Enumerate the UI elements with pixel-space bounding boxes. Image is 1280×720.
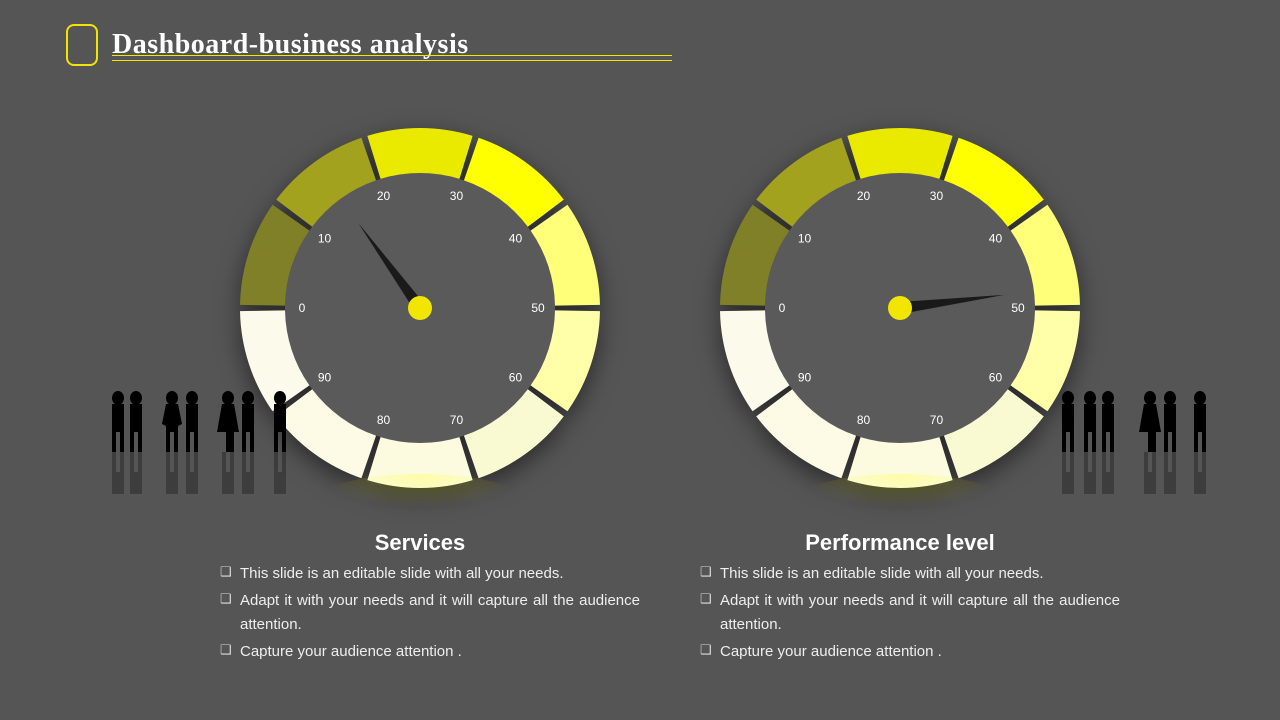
section-title-services: Services: [180, 530, 660, 556]
svg-text:90: 90: [798, 370, 812, 384]
section-title-performance: Performance level: [660, 530, 1140, 556]
list-item: ❑This slide is an editable slide with al…: [700, 562, 1120, 585]
svg-text:40: 40: [989, 232, 1003, 246]
people-silhouette-right: [1050, 384, 1220, 494]
bullet-icon: ❑: [220, 640, 240, 663]
bullet-text: Adapt it with your needs and it will cap…: [240, 589, 640, 636]
bullets-services: ❑This slide is an editable slide with al…: [220, 562, 640, 667]
svg-text:30: 30: [930, 189, 944, 203]
page-title: Dashboard-business analysis: [112, 29, 469, 61]
bullet-icon: ❑: [700, 562, 720, 585]
title-rule: [112, 55, 672, 56]
svg-text:40: 40: [509, 232, 523, 246]
gauge-performance: 0 10 20 30 40 50 60 70 80 90: [720, 128, 1080, 488]
bullet-text: This slide is an editable slide with all…: [720, 562, 1120, 585]
gauge-svg: 0 10 20 30 40 50 60 70 80 90: [720, 128, 1080, 488]
gauge-services: 0 10 20 30 40 50 60 70 80 90: [240, 128, 600, 488]
list-item: ❑Adapt it with your needs and it will ca…: [700, 589, 1120, 636]
svg-text:70: 70: [450, 413, 464, 427]
header-icon: [66, 24, 98, 66]
svg-text:60: 60: [989, 370, 1003, 384]
svg-text:0: 0: [299, 301, 306, 315]
list-item: ❑Capture your audience attention .: [700, 640, 1120, 663]
svg-text:30: 30: [450, 189, 464, 203]
svg-text:10: 10: [798, 232, 812, 246]
header: Dashboard-business analysis: [66, 20, 469, 70]
people-silhouette-left: [100, 384, 300, 494]
svg-text:20: 20: [857, 189, 871, 203]
svg-text:0: 0: [779, 301, 786, 315]
svg-text:20: 20: [377, 189, 391, 203]
bullet-text: Capture your audience attention .: [720, 640, 1120, 663]
bullet-icon: ❑: [220, 562, 240, 585]
bullet-icon: ❑: [220, 589, 240, 636]
bullet-text: Capture your audience attention .: [240, 640, 640, 663]
svg-text:80: 80: [377, 413, 391, 427]
bullet-text: Adapt it with your needs and it will cap…: [720, 589, 1120, 636]
svg-text:60: 60: [509, 370, 523, 384]
svg-text:50: 50: [531, 301, 545, 315]
bullet-text: This slide is an editable slide with all…: [240, 562, 640, 585]
svg-text:90: 90: [318, 370, 332, 384]
gauge-dial: 0 10 20 30 40 50 60 70 80 90: [720, 128, 1080, 488]
list-item: ❑Adapt it with your needs and it will ca…: [220, 589, 640, 636]
bullet-icon: ❑: [700, 640, 720, 663]
svg-text:10: 10: [318, 232, 332, 246]
svg-text:50: 50: [1011, 301, 1025, 315]
list-item: ❑This slide is an editable slide with al…: [220, 562, 640, 585]
title-rule-2: [112, 60, 672, 61]
bullet-icon: ❑: [700, 589, 720, 636]
svg-text:80: 80: [857, 413, 871, 427]
list-item: ❑Capture your audience attention .: [220, 640, 640, 663]
svg-text:70: 70: [930, 413, 944, 427]
bullets-performance: ❑This slide is an editable slide with al…: [700, 562, 1120, 667]
